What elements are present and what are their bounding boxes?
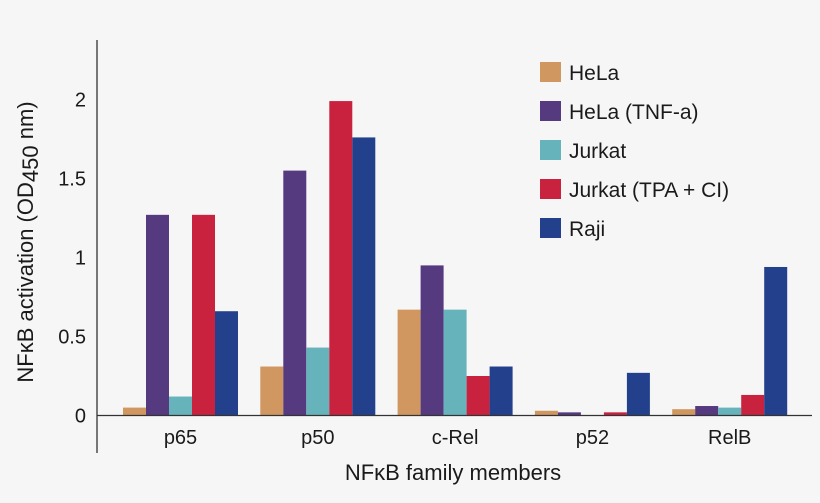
x-tick-label: p52 [576, 427, 609, 449]
bar-c-rel-raji [489, 366, 513, 416]
legend-swatch [540, 140, 561, 160]
bar-c-rel-jurkat [443, 309, 467, 416]
x-tick-label: c-Rel [432, 427, 479, 449]
legend-label: Jurkat [569, 140, 626, 163]
bar-p65-raji [215, 311, 238, 416]
bar-p65-jurkat [169, 396, 192, 416]
legend-label: Raji [569, 218, 605, 241]
x-tick-labels: p65 p50 c-Rel p52 RelB [164, 427, 752, 449]
legend-swatch [540, 62, 561, 82]
y-axis-label: NFκB activation (OD450 nm) [13, 101, 43, 382]
bar-p52-jurkat-tpa-ci [603, 412, 627, 416]
legend-label: HeLa [569, 62, 620, 85]
legend-label: HeLa (TNF-a) [569, 101, 699, 124]
x-tick-label: p50 [301, 427, 334, 449]
bar-p65-jurkat-tpa-ci [192, 214, 215, 416]
y-tick-label: 0.5 [58, 327, 86, 349]
legend-label: Jurkat (TPA + CI) [569, 179, 729, 202]
y-tick-label: 2 [75, 90, 86, 112]
x-tick-label: p65 [164, 427, 197, 449]
bar-p65-hela-tnf-a [146, 214, 169, 416]
bar-relb-hela-tnf-a [695, 406, 719, 416]
bar-p52-raji [626, 372, 650, 416]
bar-relb-jurkat-tpa-ci [741, 394, 765, 416]
bar-relb-hela [672, 409, 696, 416]
bar-relb-jurkat [718, 407, 742, 416]
bar-relb-raji [764, 266, 788, 416]
bar-c-rel-jurkat-tpa-ci [466, 376, 490, 416]
y-tick-label: 1.5 [58, 169, 86, 191]
legend-swatch [540, 101, 561, 121]
bar-c-rel-hela [397, 309, 421, 416]
y-axis-label-subscript: 450 [18, 145, 43, 182]
bars-group [123, 101, 788, 416]
bar-p50-hela [260, 366, 284, 416]
legend-swatch [540, 179, 561, 199]
legend: HeLa HeLa (TNF-a) Jurkat Jurkat (TPA + CI) R… [540, 62, 729, 241]
bar-p50-raji [352, 137, 376, 416]
x-axis-label: NFκB family members [345, 460, 561, 485]
bar-p52-hela-tnf-a [557, 412, 581, 416]
bar-p50-hela-tnf-a [283, 170, 307, 416]
legend-swatch [540, 218, 561, 238]
bar-p65-hela [123, 407, 146, 416]
bar-p52-hela [534, 410, 558, 416]
y-tick-label: 1 [75, 248, 86, 270]
bar-c-rel-hela-tnf-a [420, 265, 444, 416]
bar-p50-jurkat-tpa-ci [329, 101, 353, 416]
x-tick-label: RelB [708, 427, 751, 449]
y-axis-label-suffix: nm) [13, 101, 38, 145]
bar-p50-jurkat [306, 347, 330, 416]
y-axis-label-main: NFκB activation (OD [13, 182, 38, 383]
y-tick-label: 0 [75, 406, 86, 428]
y-tick-labels: 0 0.5 1 1.5 2 [58, 90, 86, 428]
